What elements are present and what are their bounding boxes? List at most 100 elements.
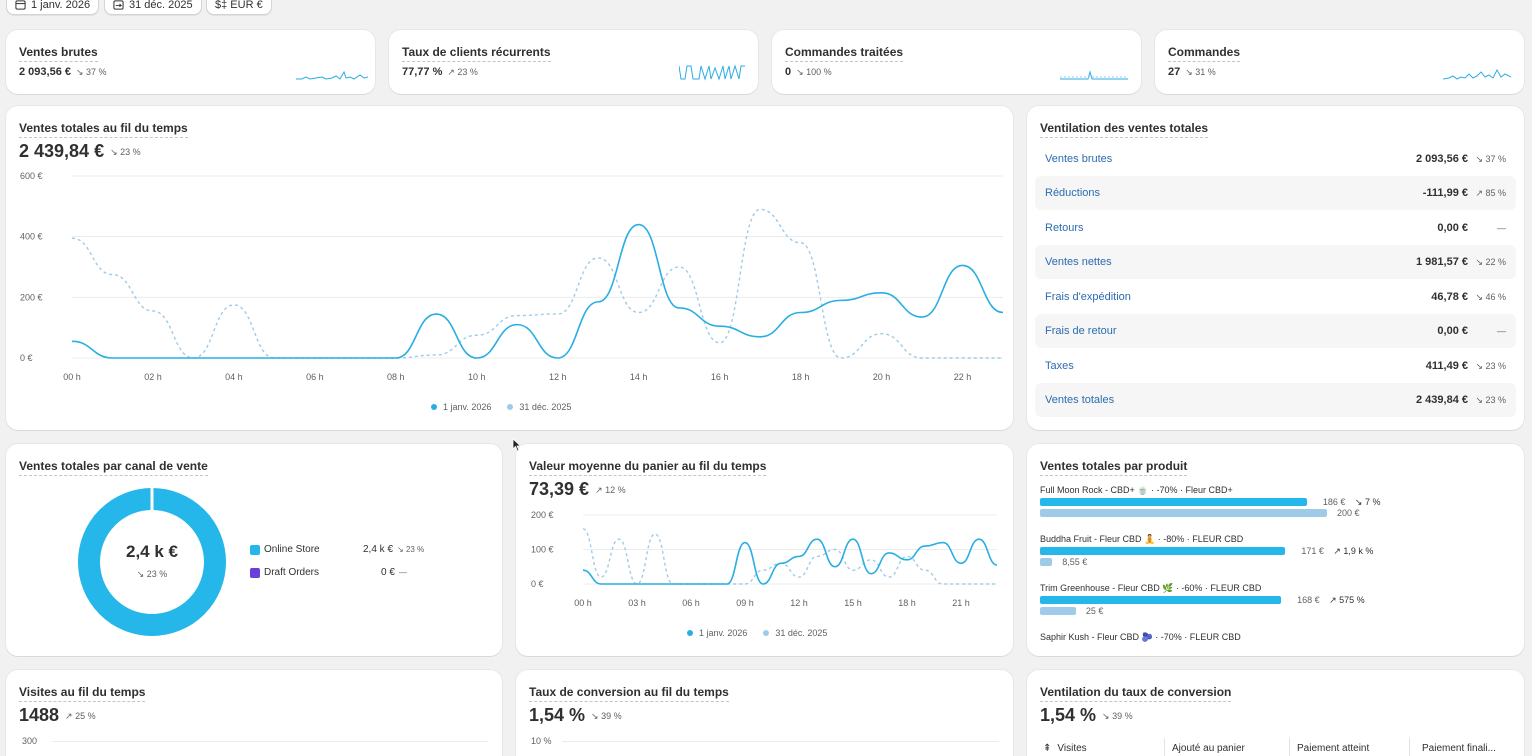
product-delta: ↗ 575 % — [1329, 595, 1365, 605]
product-name: Saphir Kush - Fleur CBD 🫐 · -70% · FLEUR… — [1040, 632, 1241, 642]
compare-date-filter[interactable]: 31 déc. 2025 — [104, 0, 202, 15]
kpi-sparkline — [296, 70, 368, 80]
product-bar-previous[interactable] — [1040, 607, 1076, 615]
visits-value: 1488 ↗ 25 % — [19, 705, 96, 725]
product-bar-current[interactable] — [1040, 498, 1307, 506]
channel-value-draft-orders: 0 € — — [381, 567, 407, 578]
product-name: Buddha Fruit - Fleur CBD 🧘 · -80% · FLEU… — [1040, 534, 1244, 544]
breakdown-row[interactable]: Ventes totales 2 439,84 € ↘ 23 % — [1035, 383, 1516, 417]
x-axis-tick: 03 h — [628, 598, 646, 608]
product-bar-current[interactable] — [1040, 547, 1286, 555]
conversion-card[interactable]: Taux de conversion au fil du temps 1,54 … — [516, 670, 1013, 756]
legend-item-previous[interactable]: 31 déc. 2025 — [763, 628, 827, 638]
x-axis-tick: 21 h — [952, 598, 970, 608]
series-line-current — [71, 223, 1004, 359]
donut-segment-online-store — [78, 488, 226, 636]
y-axis-tick: 200 € — [20, 292, 43, 302]
series-line-previous — [71, 208, 1003, 359]
mouse-cursor-icon — [512, 438, 522, 452]
card-title: Ventilation du taux de conversion — [1040, 685, 1232, 702]
kpi-sparkline — [679, 64, 745, 81]
legend-item-current[interactable]: 1 janv. 2026 — [431, 402, 491, 412]
kpi-sparkline — [1060, 70, 1128, 80]
x-axis-tick: 18 h — [898, 598, 916, 608]
chart-legend: 1 janv. 2026 31 déc. 2025 — [687, 628, 827, 638]
chart-legend: 1 janv. 2026 31 déc. 2025 — [431, 402, 571, 412]
product-delta: ↘ 7 % — [1354, 497, 1381, 507]
breakdown-row[interactable]: Frais de retour 0,00 € — — [1035, 314, 1516, 348]
series-line-previous — [582, 528, 997, 585]
breakdown-row[interactable]: Réductions -111,99 € ↗ 85 % — [1035, 176, 1516, 210]
product-bar-current[interactable] — [1040, 596, 1282, 604]
x-axis-tick: 06 h — [682, 598, 700, 608]
card-title: Valeur moyenne du panier au fil du temps — [529, 459, 767, 476]
aov-value: 73,39 € ↗ 12 % — [529, 479, 626, 499]
breakdown-row[interactable]: Ventes nettes 1 981,57 € ↘ 22 % — [1035, 245, 1516, 279]
donut-center-delta: ↘ 23 % — [136, 569, 168, 579]
x-axis-tick: 00 h — [574, 598, 592, 608]
product-bar-previous[interactable] — [1040, 558, 1053, 566]
legend-item-previous[interactable]: 31 déc. 2025 — [507, 402, 571, 412]
sales-channel-card[interactable]: Ventes totales par canal de vente 2,4 k … — [6, 444, 502, 656]
compare-date-label: 31 déc. 2025 — [129, 0, 193, 11]
y-axis-tick: 10 % — [531, 736, 552, 746]
start-date-filter[interactable]: 1 janv. 2026 — [6, 0, 100, 15]
kpi-title: Ventes brutes — [19, 45, 98, 62]
aov-card[interactable]: Valeur moyenne du panier au fil du temps… — [516, 444, 1013, 656]
breakdown-row[interactable]: Ventes brutes 2 093,56 € ↘ 37 % — [1045, 153, 1506, 165]
x-axis-tick: 10 h — [468, 372, 486, 382]
y-axis-tick: 200 € — [531, 510, 554, 520]
breakdown-row[interactable]: Frais d'expédition 46,78 € ↘ 46 % — [1045, 291, 1506, 303]
kpi-card-orders[interactable]: Commandes 27 ↘ 31 % — [1155, 30, 1524, 94]
x-axis-tick: 12 h — [549, 372, 567, 382]
card-title: Ventilation des ventes totales — [1040, 121, 1209, 138]
breakdown-row[interactable]: Taxes 411,49 € ↘ 23 % — [1045, 360, 1506, 372]
x-axis-tick: 09 h — [736, 598, 754, 608]
x-axis-tick: 15 h — [844, 598, 862, 608]
y-axis-tick: 0 € — [531, 579, 544, 589]
product-value-previous: 8,55 € — [1062, 557, 1088, 567]
kpi-title: Commandes — [1168, 45, 1241, 62]
kpi-card-returning-rate[interactable]: Taux de clients récurrents 77,77 % ↗ 23 % — [389, 30, 758, 94]
x-axis-tick: 20 h — [873, 372, 891, 382]
product-sales-card[interactable]: Ventes totales par produit Full Moon Roc… — [1027, 444, 1524, 656]
x-axis-tick: 18 h — [792, 372, 810, 382]
calendar-compare-icon — [113, 0, 124, 10]
breakdown-row[interactable]: Retours 0,00 € — — [1045, 222, 1506, 234]
visits-card[interactable]: Visites au fil du temps 1488 ↗ 25 % 300 — [6, 670, 502, 756]
funnel-col-checkout-completed: Paiement finali... — [1422, 743, 1496, 754]
kpi-card-gross-sales[interactable]: Ventes brutes 2 093,56 € ↘ 37 % — [6, 30, 375, 94]
channel-value-online-store: 2,4 k € ↘ 23 % — [363, 544, 425, 555]
channel-legend-online-store: Online Store — [250, 544, 320, 555]
currency-label: $‡ EUR € — [215, 0, 263, 11]
product-bar-previous[interactable] — [1040, 509, 1327, 517]
product-delta: ↗ 1,9 k % — [1333, 546, 1374, 556]
x-axis-tick: 06 h — [306, 372, 324, 382]
x-axis-tick: 14 h — [630, 372, 648, 382]
card-title: Taux de conversion au fil du temps — [529, 685, 729, 702]
legend-item-current[interactable]: 1 janv. 2026 — [687, 628, 747, 638]
y-axis-tick: 400 € — [20, 232, 43, 242]
y-axis-tick: 600 € — [20, 171, 43, 181]
conversion-breakdown-card[interactable]: Ventilation du taux de conversion 1,54 %… — [1027, 670, 1524, 756]
kpi-card-processed-orders[interactable]: Commandes traitées 0 ↘ 100 % — [772, 30, 1141, 94]
sales-breakdown-card[interactable]: Ventilation des ventes totales Ventes br… — [1027, 106, 1524, 430]
product-value-current: 168 € — [1297, 595, 1320, 605]
product-name: Full Moon Rock - CBD+ 🍵 · -70% · Fleur C… — [1040, 485, 1233, 495]
kpi-sparkline — [1443, 68, 1511, 80]
product-value-current: 186 € — [1322, 497, 1346, 507]
x-axis-tick: 12 h — [790, 598, 808, 608]
product-value-previous: 25 € — [1085, 606, 1104, 616]
product-bar-chart: 186 €200 € ↘ 7 % 171 € 8,55 € ↗ 1,9 k % 168 €… — [1027, 444, 1524, 656]
channel-legend-draft-orders: Draft Orders — [250, 567, 319, 578]
product-name: Trim Greenhouse - Fleur CBD 🌿 · -60% · F… — [1040, 583, 1262, 593]
y-axis-tick: 0 € — [20, 353, 33, 363]
product-value-previous: 200 € — [1337, 508, 1360, 518]
kpi-title: Commandes traitées — [785, 45, 904, 62]
product-value-current: 171 € — [1301, 546, 1324, 556]
conversion-breakdown-value: 1,54 % ↘ 39 % — [1040, 705, 1133, 725]
total-sales-card[interactable]: Ventes totales au fil du temps 2 439,84 … — [6, 106, 1013, 430]
currency-filter[interactable]: $‡ EUR € — [206, 0, 272, 15]
donut-center-value: 2,4 k € — [126, 542, 178, 561]
funnel-col-added-to-cart: Ajouté au panier — [1172, 743, 1245, 754]
